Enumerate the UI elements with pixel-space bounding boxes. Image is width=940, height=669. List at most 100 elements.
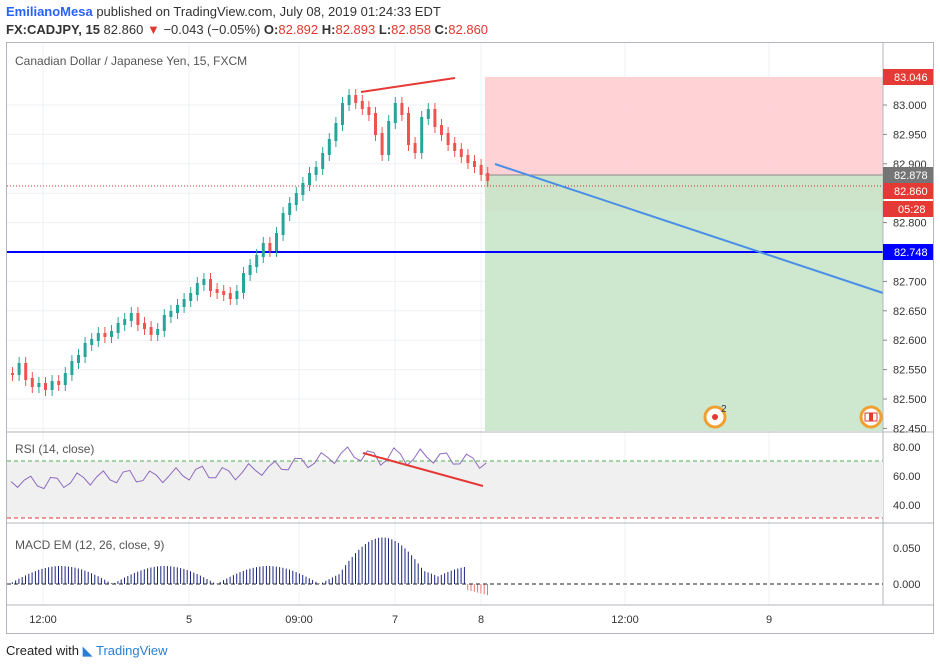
close-label: C: — [434, 22, 449, 37]
time-tick: 5 — [186, 614, 192, 626]
chart-canvas[interactable]: Canadian Dollar / Japanese Yen, 15, FXCM… — [7, 43, 933, 633]
open-label: O: — [263, 22, 279, 37]
entry-badge-text: 82.878 — [894, 170, 928, 182]
publish-info: EmilianoMesa published on TradingView.co… — [6, 4, 441, 19]
countdown-badge — [883, 201, 933, 217]
candle-body — [420, 117, 424, 153]
last-price-badge — [883, 183, 933, 199]
price-tick: 82.450 — [893, 423, 927, 435]
candle-body — [110, 331, 113, 337]
candle-body — [321, 153, 325, 169]
candle-body — [308, 173, 311, 185]
candle-body — [354, 95, 358, 103]
candle-body — [255, 255, 259, 267]
author-link[interactable]: EmilianoMesa — [6, 4, 93, 19]
footer: Created with ◣ TradingView — [6, 643, 168, 659]
candle-body — [129, 313, 133, 321]
stop-badge-text: 83.046 — [894, 72, 928, 84]
candle-body — [70, 361, 74, 375]
macd-tick: 0.050 — [893, 543, 921, 555]
candle-body — [176, 305, 179, 313]
candle-body — [24, 363, 28, 380]
candle-body — [182, 299, 186, 307]
candle-body — [116, 323, 120, 333]
candle-body — [83, 343, 87, 357]
time-tick: 12:00 — [29, 614, 57, 626]
rsi-tick: 60.00 — [893, 471, 921, 483]
price-axis[interactable]: 83.00082.95082.90082.85082.80082.75082.7… — [883, 100, 927, 435]
event-count: 2 — [721, 404, 727, 415]
rsi-divergence-line[interactable] — [362, 452, 484, 487]
time-tick: 09:00 — [285, 614, 313, 626]
candle-body — [360, 101, 364, 109]
down-arrow-icon: ▼ — [146, 22, 160, 37]
candle-body — [228, 293, 232, 299]
price-tick: 82.950 — [893, 129, 927, 141]
candle-body — [195, 283, 199, 295]
candle-body — [413, 143, 417, 153]
rsi-axis[interactable]: 80.00 60.00 40.00 — [893, 442, 921, 512]
candles — [11, 89, 490, 396]
candle-body — [37, 383, 41, 387]
candle-body — [162, 315, 166, 331]
candle-body — [479, 165, 483, 175]
candle-body — [380, 133, 384, 155]
candle-body — [123, 319, 127, 325]
economic-event-icon[interactable]: 2 — [703, 404, 727, 429]
time-tick: 12:00 — [611, 614, 639, 626]
candle-body — [400, 103, 404, 115]
chart-container[interactable]: Canadian Dollar / Japanese Yen, 15, FXCM… — [6, 42, 934, 634]
candle-body — [453, 143, 457, 151]
price-tick: 82.650 — [893, 306, 927, 318]
candle-body — [275, 233, 278, 251]
candle-body — [77, 355, 80, 363]
candle-body — [209, 279, 212, 291]
high-value: 82.893 — [335, 22, 376, 37]
time-tick: 9 — [766, 614, 772, 626]
high-label: H: — [321, 22, 336, 37]
candle-body — [459, 149, 463, 157]
candle-body — [341, 103, 344, 125]
publish-text: published on TradingView.com, July 08, 2… — [96, 4, 441, 19]
candle-body — [57, 381, 61, 385]
countdown-badge-text: 05:28 — [898, 204, 926, 216]
price-tick: 82.500 — [893, 394, 927, 406]
low-value: 82.858 — [391, 22, 431, 37]
tradingview-logo-icon[interactable]: ◣ — [82, 643, 93, 658]
price-tick: 82.600 — [893, 335, 927, 347]
candle-body — [44, 383, 47, 390]
candle-body — [387, 121, 391, 155]
tradingview-brand[interactable]: TradingView — [96, 643, 168, 658]
candle-body — [327, 139, 331, 155]
candle-body — [103, 333, 107, 337]
reward-zone[interactable] — [485, 175, 883, 431]
macd-histogram — [11, 537, 488, 596]
candle-body — [268, 243, 272, 251]
time-axis[interactable]: 12:00 5 09:00 7 8 12:00 9 — [29, 614, 772, 626]
macd-legend: MACD EM (12, 26, close, 9) — [15, 538, 164, 552]
time-tick: 8 — [478, 614, 484, 626]
rsi-tick: 40.00 — [893, 500, 921, 512]
candle-body — [63, 373, 67, 385]
candle-body — [242, 273, 245, 293]
candle-body — [50, 381, 54, 390]
candle-body — [374, 113, 377, 135]
open-value: 82.892 — [278, 22, 319, 37]
price-tick: 83.000 — [893, 100, 927, 112]
candle-body — [11, 373, 14, 375]
candle-body — [426, 109, 430, 119]
candle-body — [222, 291, 226, 295]
candle-body — [156, 329, 160, 335]
entry-badge — [883, 167, 933, 183]
candle-body — [433, 109, 437, 127]
canada-flag-icon[interactable] — [859, 405, 883, 429]
support-badge — [883, 244, 933, 260]
candle-body — [202, 279, 206, 285]
macd-axis[interactable]: 0.050 0.000 — [893, 543, 921, 591]
candle-body — [90, 339, 94, 345]
projection-trend-line[interactable] — [494, 163, 884, 294]
candle-body — [17, 363, 21, 375]
price-divergence-line[interactable] — [360, 77, 456, 93]
low-label: L: — [378, 22, 392, 37]
candle-body — [215, 289, 219, 293]
